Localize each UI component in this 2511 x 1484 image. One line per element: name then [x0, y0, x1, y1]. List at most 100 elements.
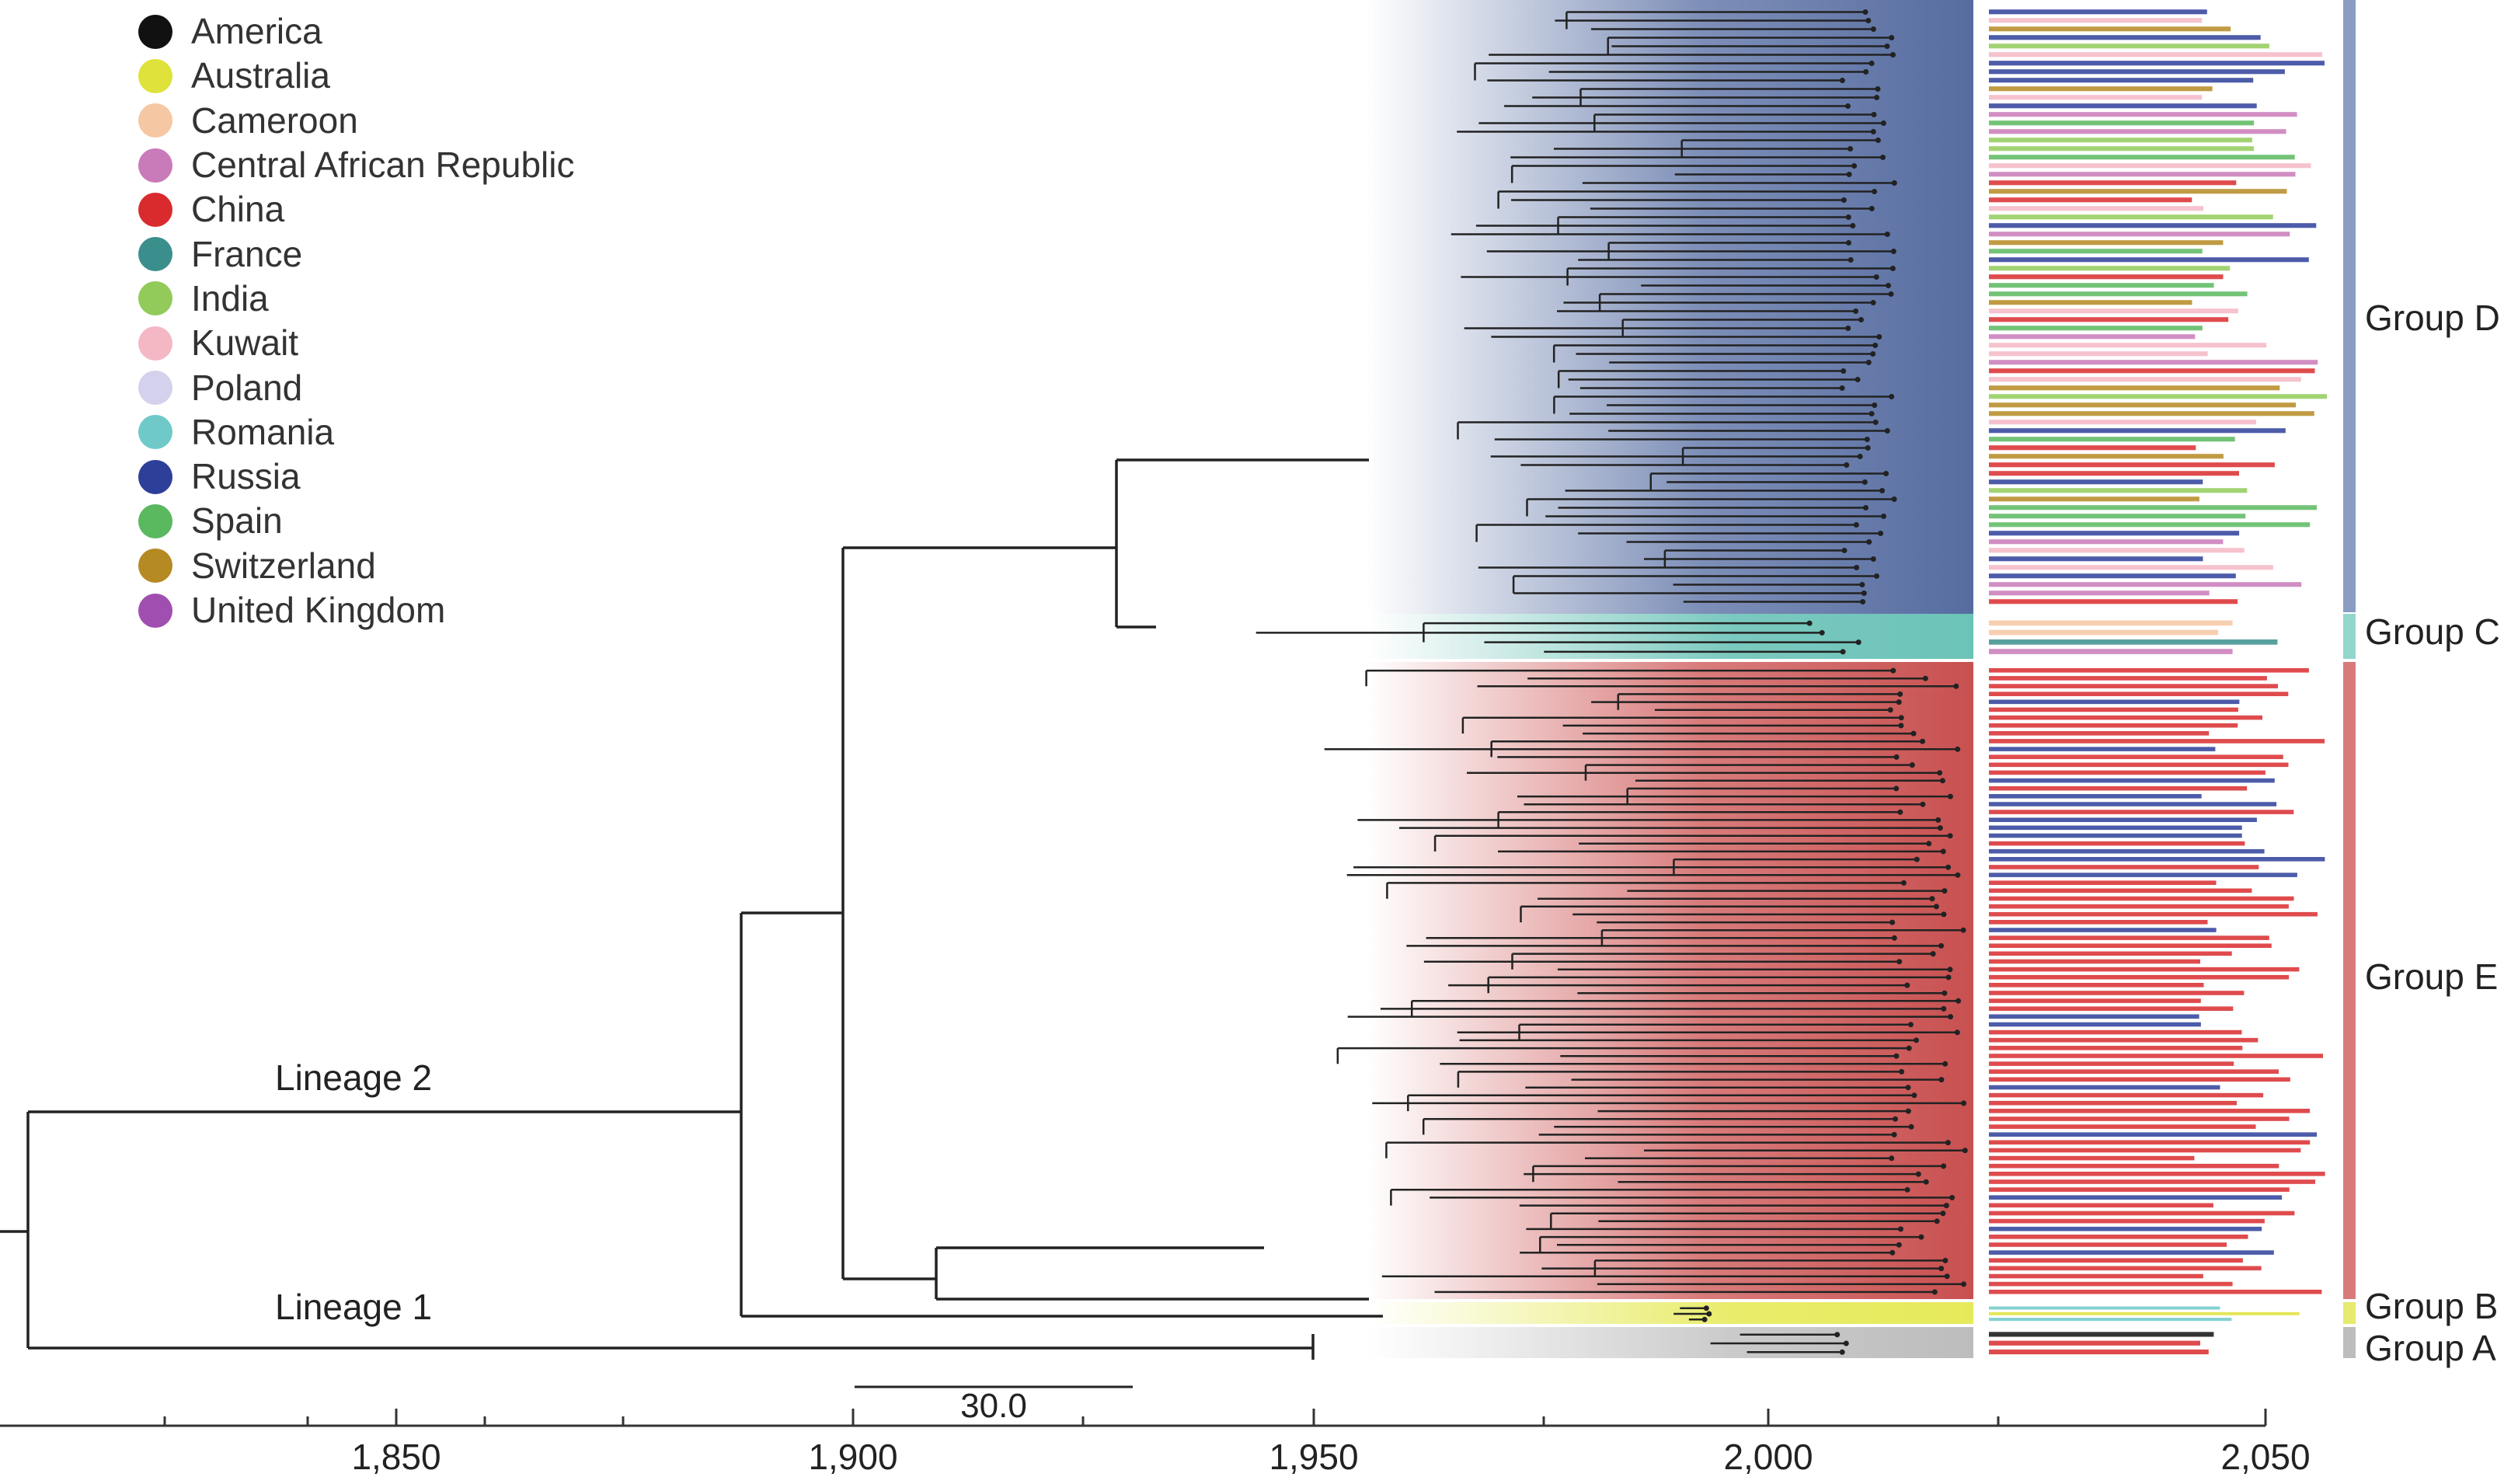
- tip-label: [1989, 1061, 2234, 1066]
- tip-label: [1989, 1235, 2248, 1239]
- legend-label: Switzerland: [191, 545, 376, 586]
- tip-node: [1942, 1061, 1949, 1067]
- tip-node: [1940, 848, 1946, 855]
- tip-label: [1989, 69, 2285, 75]
- tip-node: [1870, 351, 1876, 357]
- tip-node: [1872, 343, 1879, 348]
- tip-label: [1989, 1203, 2213, 1208]
- tip-node: [1961, 1100, 1966, 1106]
- tip-node: [1868, 411, 1875, 416]
- tip-label: [1989, 95, 2203, 100]
- tip-label: [1989, 44, 2269, 49]
- tip-node: [1874, 95, 1880, 100]
- tip-label: [1989, 911, 2318, 917]
- legend-item: Switzerland: [138, 544, 574, 588]
- tip-label: [1989, 505, 2317, 510]
- legend-swatch: [138, 103, 172, 138]
- tip-node: [1891, 180, 1897, 186]
- tip-label: [1989, 146, 2255, 152]
- tip-label: [1989, 232, 2290, 237]
- tip-node: [1864, 437, 1870, 442]
- group-a-shading: [1367, 1327, 1973, 1358]
- tip-node: [1939, 778, 1945, 784]
- tip-label: [1989, 991, 2245, 995]
- tip-label: [1989, 590, 2210, 596]
- tip-node: [1904, 982, 1910, 988]
- tip-label: [1989, 514, 2246, 519]
- tip-node: [1934, 1218, 1940, 1224]
- group-d-shading: [1367, 0, 1973, 614]
- tip-node: [1907, 1022, 1914, 1028]
- legend-item: Russia: [138, 455, 574, 499]
- tip-node: [1896, 959, 1903, 965]
- tip-label: [1989, 1100, 2237, 1106]
- tip-node: [1948, 1014, 1953, 1020]
- tip-node: [1853, 522, 1859, 528]
- tip-node: [1900, 880, 1907, 886]
- tip-label: [1989, 377, 2301, 382]
- tip-node: [1943, 1203, 1949, 1209]
- legend-swatch: [138, 58, 172, 93]
- tip-node: [1954, 1029, 1960, 1036]
- tip-node: [1930, 951, 1936, 957]
- tip-label: [1989, 120, 2255, 126]
- tip-node: [1846, 240, 1851, 246]
- tip-label: [1989, 967, 2300, 972]
- axis-tick-label: 2,050: [2220, 1437, 2311, 1477]
- legend-swatch: [138, 593, 172, 628]
- tip-label: [1989, 1266, 2262, 1271]
- tip-node: [1949, 1194, 1956, 1200]
- legend-swatch: [138, 14, 172, 49]
- tip-node: [1889, 266, 1896, 271]
- tip-label: [1989, 951, 2232, 956]
- tip-node: [1862, 9, 1868, 15]
- tip-label: [1989, 1132, 2318, 1137]
- tip-label: [1989, 904, 2289, 909]
- tip-node: [1846, 172, 1852, 177]
- tip-node: [1905, 1085, 1911, 1091]
- tip-node: [1914, 856, 1920, 862]
- tip-node: [1854, 565, 1860, 570]
- tip-node: [1889, 1155, 1895, 1162]
- tip-label: [1989, 172, 2296, 177]
- tip-label: [1989, 308, 2238, 314]
- tip-node: [1888, 291, 1894, 297]
- tip-label: [1989, 1014, 2199, 1019]
- tip-node: [1926, 841, 1932, 847]
- tip-label: [1989, 1258, 2243, 1263]
- legend-label: Spain: [191, 500, 283, 542]
- tip-label: [1989, 9, 2207, 15]
- group-c-label: Group C: [2365, 611, 2500, 652]
- tip-label: [1989, 676, 2267, 681]
- tip-label: [1989, 684, 2278, 688]
- tip-label: [1989, 368, 2315, 374]
- tip-node: [1870, 556, 1876, 562]
- clade-branches: [1451, 11, 1895, 603]
- tip-node: [1941, 1163, 1947, 1169]
- lineage-2-label: Lineage 2: [275, 1057, 433, 1098]
- legend-item: Romania: [138, 410, 574, 455]
- tip-label: [1989, 428, 2286, 434]
- tip-node: [1908, 1123, 1914, 1130]
- tip-label: [1989, 531, 2240, 536]
- legend-label: India: [191, 277, 269, 319]
- legend-swatch: [138, 415, 172, 450]
- tip-node: [1841, 548, 1848, 553]
- time-axis: [0, 1409, 2267, 1427]
- tip-label: [1989, 411, 2314, 416]
- tip-node: [1868, 61, 1875, 66]
- tip-label: [1989, 707, 2238, 712]
- tip-node: [1876, 334, 1882, 340]
- tip-node: [1938, 1266, 1945, 1272]
- legend-item: Spain: [138, 499, 574, 543]
- tip-node: [1962, 1148, 1968, 1154]
- tip-node: [1947, 793, 1953, 799]
- tip-label: [1989, 351, 2208, 357]
- tip-node: [1870, 26, 1876, 32]
- tip-node: [1942, 990, 1948, 996]
- tip-label: [1989, 539, 2224, 545]
- tip-label: [1989, 786, 2248, 791]
- legend-swatch: [138, 281, 172, 316]
- tip-label: [1989, 668, 2309, 673]
- tip-node: [1920, 738, 1925, 744]
